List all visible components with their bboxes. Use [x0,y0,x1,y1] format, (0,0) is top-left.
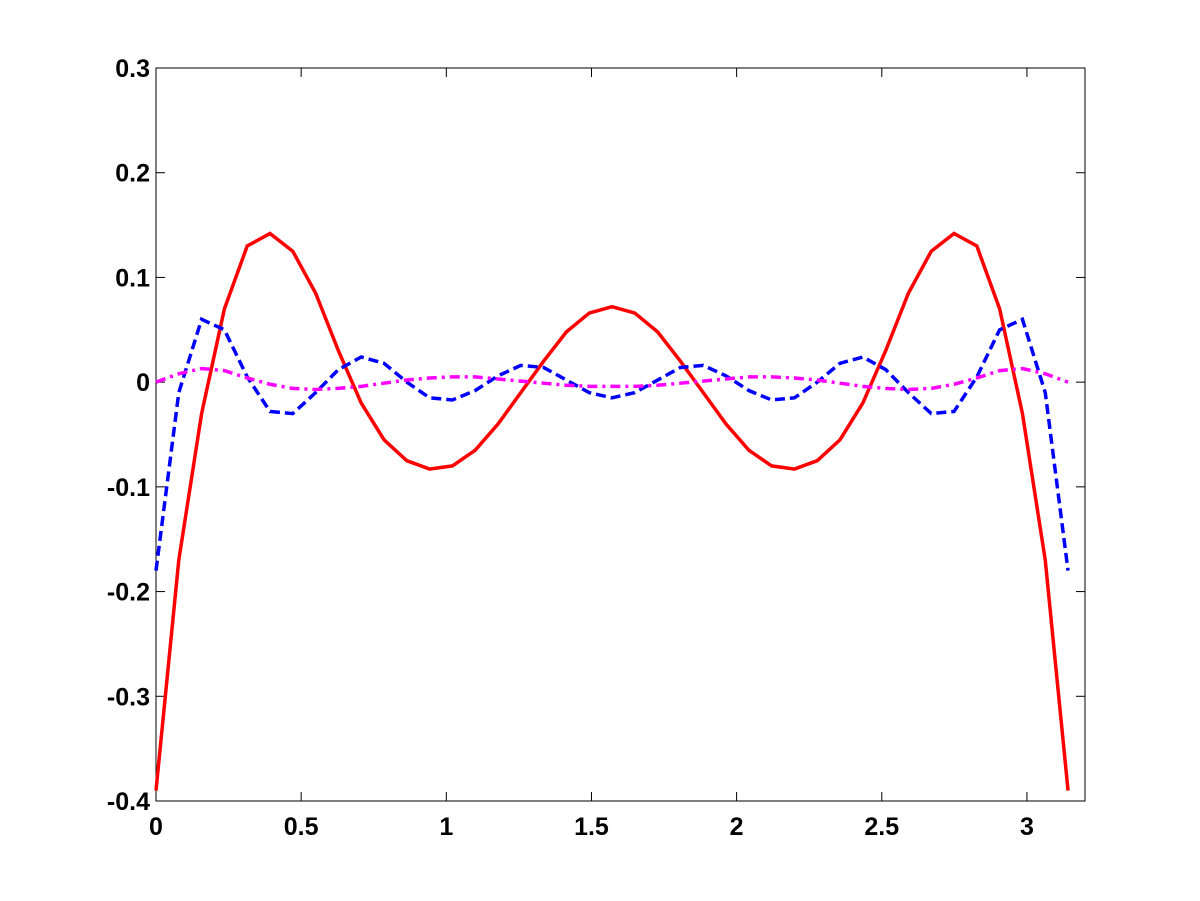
x-tick-label: 2 [730,813,744,841]
y-tick-label: -0.1 [107,474,150,502]
y-tick-label: 0 [136,369,150,397]
x-tick-label: 2.5 [864,813,899,841]
data-line [154,231,1070,791]
y-tick-label: 0.1 [115,264,150,292]
x-tick-label: 0.5 [284,813,319,841]
data-line [154,316,1070,571]
data-line [155,366,1069,392]
x-tick-label: 1 [439,813,453,841]
x-tick-label: 3 [1020,813,1034,841]
y-tick-label: -0.4 [107,788,150,816]
y-tick-label: -0.2 [107,579,150,607]
y-tick-label: -0.3 [107,683,150,711]
y-tick-label: 0.2 [115,160,150,188]
y-tick-label: 0.3 [115,55,150,83]
x-tick-label: 1.5 [574,813,609,841]
plot-frame [155,67,1086,802]
x-tick-label: 0 [149,813,163,841]
